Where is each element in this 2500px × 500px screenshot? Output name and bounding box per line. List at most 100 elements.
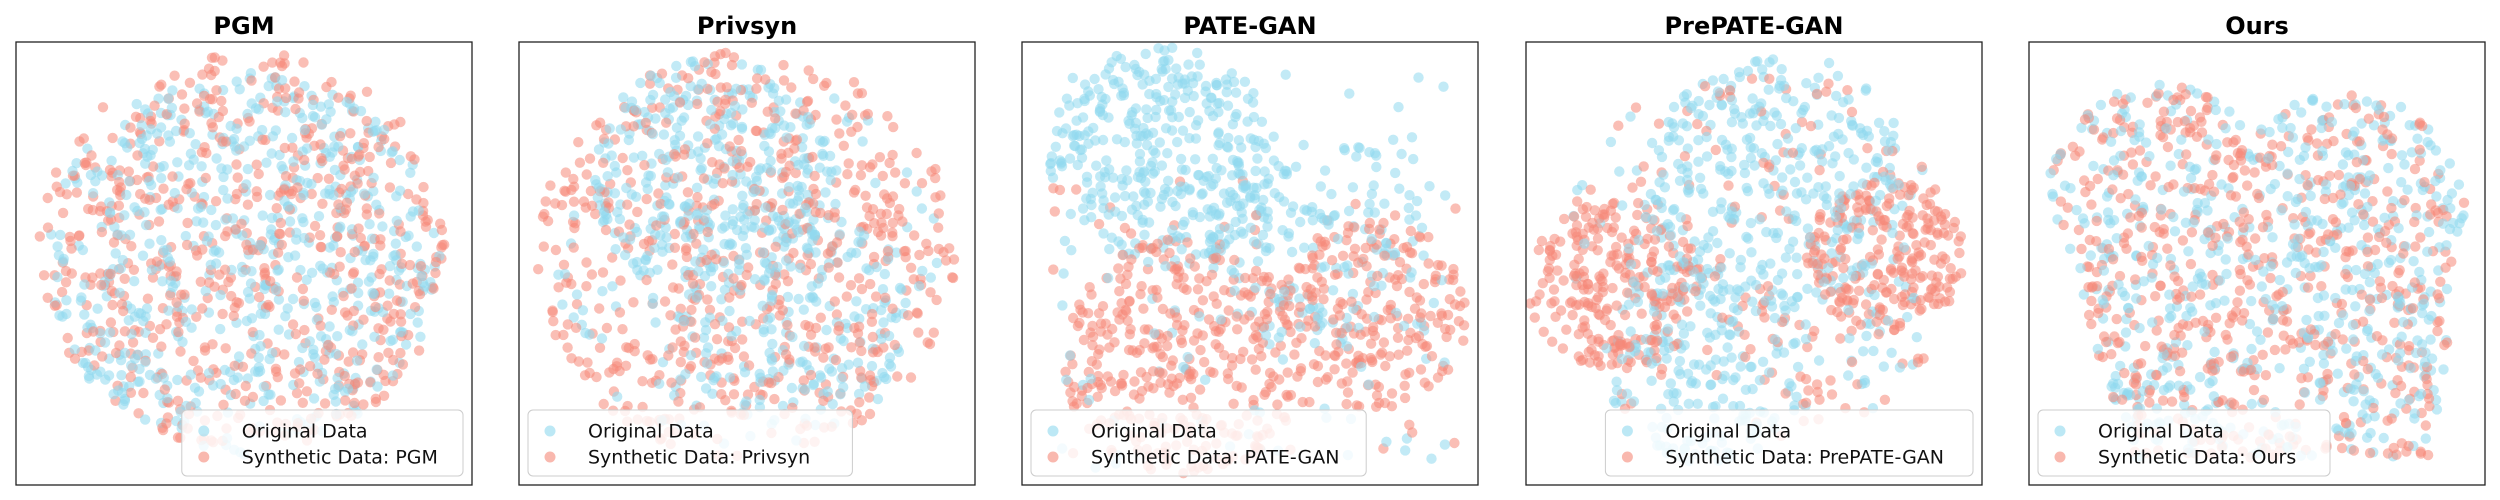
point-original xyxy=(1129,123,1141,134)
point-synthetic xyxy=(1113,263,1124,274)
point-synthetic xyxy=(1236,382,1247,393)
point-original xyxy=(1802,223,1814,234)
point-synthetic xyxy=(336,183,347,195)
point-original xyxy=(1047,172,1059,183)
point-synthetic xyxy=(2333,169,2345,181)
point-synthetic xyxy=(622,165,633,176)
point-synthetic xyxy=(116,299,128,310)
point-original xyxy=(1184,133,1195,144)
point-synthetic xyxy=(1863,309,1875,320)
point-original xyxy=(1287,201,1299,212)
point-synthetic xyxy=(1283,274,1294,285)
point-synthetic xyxy=(210,196,222,207)
point-original xyxy=(1207,153,1219,164)
point-synthetic xyxy=(1843,284,1854,295)
point-synthetic xyxy=(1197,295,1209,306)
point-synthetic xyxy=(1102,371,1114,382)
point-original xyxy=(1857,178,1869,189)
point-original xyxy=(1109,192,1121,203)
point-original xyxy=(1719,370,1730,381)
point-original xyxy=(1250,165,1261,177)
point-synthetic xyxy=(728,52,740,63)
scatter-points xyxy=(1045,42,1470,479)
point-synthetic xyxy=(1803,258,1814,269)
point-original xyxy=(1369,311,1380,323)
axes-frame xyxy=(15,41,473,486)
point-synthetic xyxy=(1758,157,1769,168)
point-synthetic xyxy=(107,132,118,144)
point-original xyxy=(1200,374,1211,385)
point-synthetic xyxy=(1787,147,1799,158)
point-original xyxy=(137,250,149,261)
point-synthetic xyxy=(1361,261,1372,272)
point-original xyxy=(1190,154,1201,165)
point-synthetic xyxy=(823,342,834,353)
point-original xyxy=(119,347,131,359)
point-original xyxy=(348,103,360,114)
point-original xyxy=(1724,248,1735,259)
point-original xyxy=(1216,165,1227,176)
point-synthetic xyxy=(422,214,433,226)
point-original xyxy=(739,367,751,378)
point-synthetic xyxy=(1901,222,1912,233)
point-original xyxy=(144,175,155,187)
point-original xyxy=(162,393,173,404)
point-original xyxy=(1257,229,1269,241)
point-original xyxy=(1104,164,1115,175)
point-original xyxy=(1617,200,1628,211)
point-synthetic xyxy=(1250,330,1262,341)
point-original xyxy=(342,383,354,394)
point-synthetic xyxy=(1542,266,1554,277)
point-original xyxy=(1716,262,1727,273)
point-original xyxy=(1693,156,1704,167)
point-original xyxy=(671,60,682,72)
point-synthetic xyxy=(641,193,652,205)
point-synthetic xyxy=(1573,351,1585,362)
point-synthetic xyxy=(653,188,664,199)
point-original xyxy=(1083,394,1095,406)
point-synthetic xyxy=(1610,212,1621,223)
point-synthetic xyxy=(1592,233,1604,244)
point-original xyxy=(1280,165,1291,176)
point-original xyxy=(872,393,884,405)
point-original xyxy=(734,259,745,270)
point-synthetic xyxy=(562,319,573,330)
point-synthetic xyxy=(1441,331,1452,343)
point-original xyxy=(1826,236,1838,248)
point-original xyxy=(765,165,777,176)
point-original xyxy=(306,267,318,278)
point-original xyxy=(1678,91,1690,102)
point-original xyxy=(1745,361,1756,373)
point-synthetic xyxy=(702,138,713,149)
point-original xyxy=(900,297,911,309)
point-synthetic xyxy=(550,198,561,209)
point-original xyxy=(1756,148,1768,159)
point-original xyxy=(1208,202,1220,213)
point-synthetic xyxy=(1253,316,1265,327)
point-synthetic xyxy=(1086,289,1097,300)
point-synthetic xyxy=(1093,218,1105,230)
point-original xyxy=(647,89,659,101)
point-synthetic xyxy=(374,268,385,280)
point-synthetic xyxy=(353,223,364,234)
point-synthetic xyxy=(810,207,821,218)
point-synthetic xyxy=(1368,322,1379,333)
point-synthetic xyxy=(218,399,229,410)
point-synthetic xyxy=(1250,364,1261,375)
point-original xyxy=(1223,132,1234,144)
legend-box xyxy=(1030,409,1367,477)
point-original xyxy=(218,184,229,196)
point-synthetic xyxy=(1432,259,1444,271)
point-original xyxy=(1192,47,1203,59)
point-original xyxy=(124,229,136,240)
point-original xyxy=(1058,268,1069,279)
point-original xyxy=(647,129,659,140)
point-original xyxy=(1745,217,1757,229)
point-synthetic xyxy=(579,370,591,381)
point-original xyxy=(720,210,731,221)
point-original xyxy=(1119,136,1131,148)
point-original xyxy=(1278,196,1290,207)
point-original xyxy=(1702,327,1713,338)
point-synthetic xyxy=(1811,88,1823,100)
point-original xyxy=(1756,98,1767,109)
